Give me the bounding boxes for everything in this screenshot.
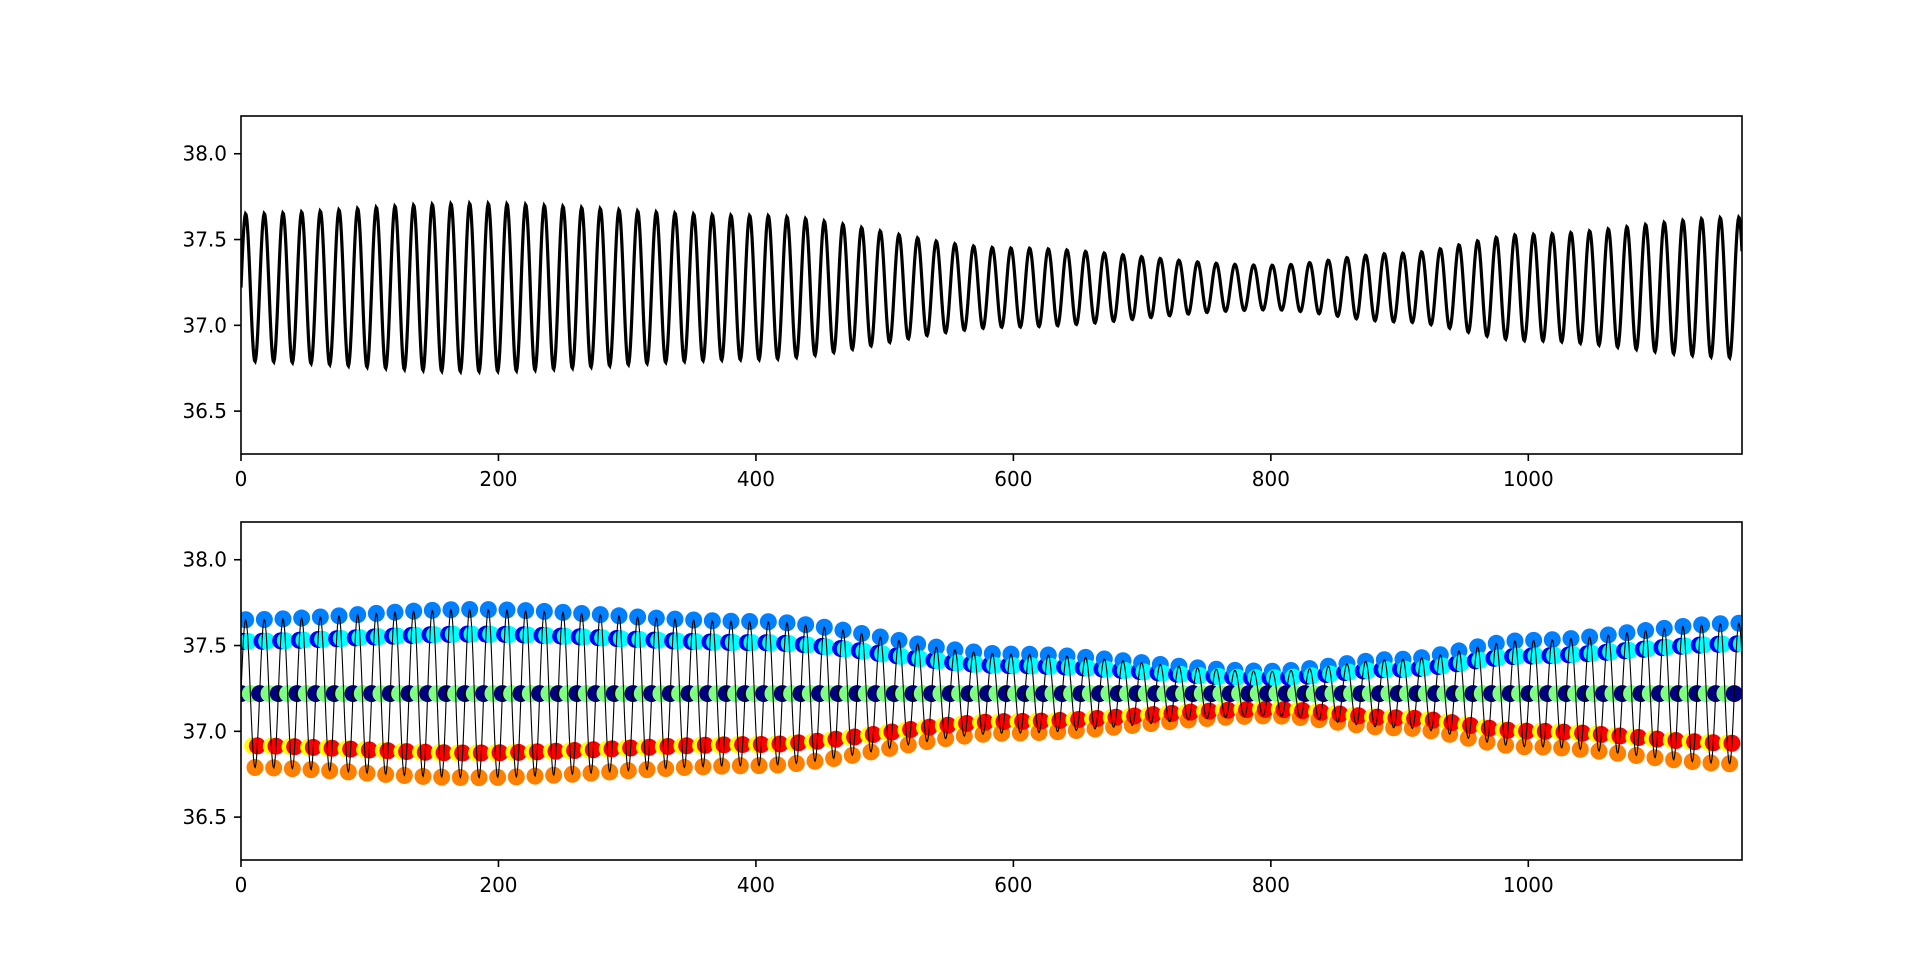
x-tick-label: 600 <box>994 873 1032 897</box>
x-tick-label: 1000 <box>1503 873 1554 897</box>
y-tick-label: 37.0 <box>182 313 227 337</box>
x-tick-label: 200 <box>479 467 517 491</box>
x-tick-label: 800 <box>1252 467 1290 491</box>
x-tick-label: 400 <box>737 873 775 897</box>
y-tick-label: 38.0 <box>182 142 227 166</box>
y-tick-label: 38.0 <box>182 548 227 572</box>
y-tick-label: 37.0 <box>182 719 227 743</box>
x-tick-label: 0 <box>235 873 248 897</box>
x-tick-label: 800 <box>1252 873 1290 897</box>
x-tick-label: 200 <box>479 873 517 897</box>
y-tick-label: 36.5 <box>182 805 227 829</box>
x-tick-label: 600 <box>994 467 1032 491</box>
x-tick-label: 400 <box>737 467 775 491</box>
x-tick-label: 0 <box>235 467 248 491</box>
y-tick-label: 37.5 <box>182 228 227 252</box>
x-tick-label: 1000 <box>1503 467 1554 491</box>
y-tick-label: 36.5 <box>182 399 227 423</box>
y-tick-label: 37.5 <box>182 634 227 658</box>
